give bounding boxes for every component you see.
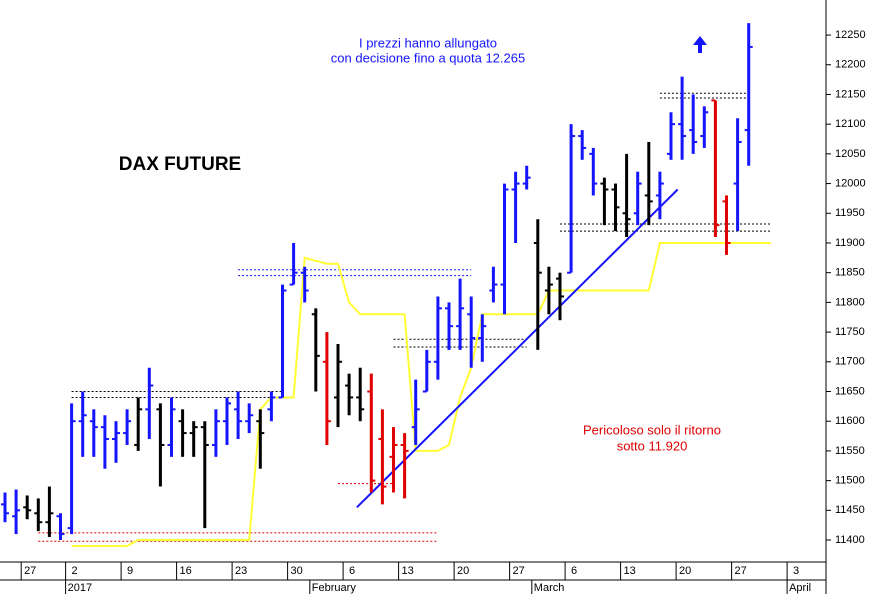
y-tick-label: 12050 (835, 148, 866, 160)
plot-area (1, 23, 771, 547)
annotation: Pericoloso solo il ritorno (583, 422, 721, 437)
y-tick-label: 11500 (835, 475, 865, 487)
annotation: sotto 11.920 (617, 438, 688, 453)
y-tick-label: 11950 (835, 207, 865, 219)
x-tick-label: 20 (457, 565, 469, 577)
arrow-icon (693, 36, 707, 53)
x-tick-label: 30 (290, 565, 302, 577)
y-tick-label: 12150 (835, 88, 866, 100)
x-tick-label: 2 (72, 565, 78, 577)
y-tick-label: 11750 (835, 326, 865, 338)
x-tick-label: 13 (623, 565, 635, 577)
annotation: con decisione fino a quota 12.265 (331, 50, 525, 65)
y-tick-label: 11400 (835, 534, 865, 546)
y-tick-label: 11800 (835, 296, 865, 308)
y-tick-label: 11850 (835, 267, 865, 279)
x-tick-label: 27 (734, 565, 746, 577)
y-tick-label: 11900 (835, 237, 865, 249)
month-label: April (789, 582, 811, 594)
x-tick-label: 3 (793, 565, 799, 577)
x-tick-label: 27 (24, 565, 36, 577)
overlay-line (71, 241, 771, 547)
x-tick-label: 6 (571, 565, 577, 577)
y-tick-label: 12250 (835, 29, 866, 41)
x-tick-label: 27 (512, 565, 524, 577)
month-label: 2017 (68, 582, 92, 594)
x-tick-label: 23 (235, 565, 247, 577)
y-tick-label: 11450 (835, 504, 865, 516)
y-tick-label: 11650 (835, 385, 865, 397)
y-tick-label: 12100 (835, 118, 866, 130)
x-tick-label: 20 (679, 565, 691, 577)
y-tick-label: 11550 (835, 445, 865, 457)
chart-title: DAX FUTURE (119, 154, 241, 175)
y-tick-label: 12000 (835, 177, 866, 189)
y-tick-label: 11600 (835, 415, 865, 427)
trendline (356, 188, 679, 509)
y-tick-label: 11700 (835, 356, 865, 368)
x-tick-label: 9 (127, 565, 133, 577)
x-tick-label: 16 (179, 565, 191, 577)
y-tick-label: 12200 (835, 59, 866, 71)
month-label: February (312, 582, 357, 594)
annotation: I prezzi hanno allungato (359, 35, 497, 50)
month-label: March (534, 582, 565, 594)
x-tick-label: 13 (401, 565, 413, 577)
x-tick-label: 6 (349, 565, 355, 577)
